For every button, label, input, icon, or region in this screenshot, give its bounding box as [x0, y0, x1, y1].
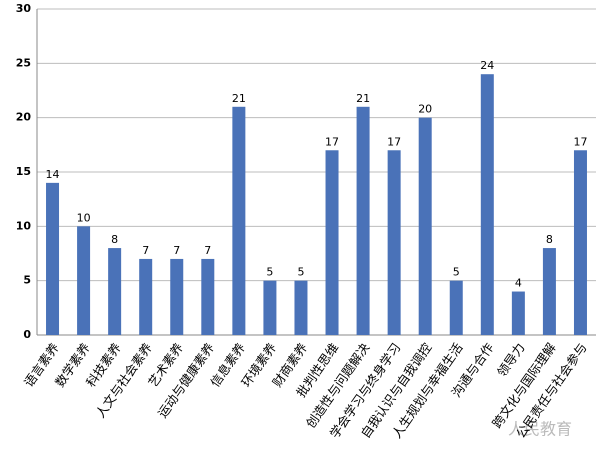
- y-tick-label: 15: [16, 165, 31, 178]
- bar: [294, 280, 308, 335]
- value-label: 21: [232, 92, 246, 105]
- bar: [46, 182, 60, 335]
- y-tick-label: 25: [16, 56, 31, 69]
- value-label: 10: [77, 211, 91, 224]
- value-label: 5: [297, 266, 304, 279]
- bar: [573, 150, 587, 335]
- bar: [108, 248, 122, 335]
- watermark: 人民教育: [508, 420, 572, 439]
- value-label: 8: [546, 233, 553, 246]
- y-tick-label: 30: [16, 2, 32, 15]
- y-tick-label: 0: [23, 328, 31, 341]
- value-label: 20: [418, 103, 432, 116]
- bar: [170, 258, 184, 335]
- bar: [77, 226, 91, 335]
- bar: [418, 117, 432, 336]
- bar: [356, 106, 370, 335]
- bar: [232, 106, 246, 335]
- y-tick-label: 5: [23, 274, 31, 287]
- value-label: 14: [46, 168, 60, 181]
- value-label: 8: [111, 233, 118, 246]
- y-tick-label: 20: [16, 111, 32, 124]
- bar: [449, 280, 463, 335]
- value-label: 7: [142, 244, 149, 257]
- bar: [511, 291, 525, 335]
- value-label: 7: [204, 244, 211, 257]
- bar: [201, 258, 215, 335]
- bar: [542, 248, 556, 335]
- value-label: 4: [515, 277, 522, 290]
- value-label: 17: [387, 135, 401, 148]
- value-label: 17: [573, 135, 587, 148]
- bar: [480, 74, 494, 335]
- value-label: 17: [325, 135, 339, 148]
- value-label: 7: [173, 244, 180, 257]
- value-label: 5: [453, 266, 460, 279]
- bar: [325, 150, 339, 335]
- value-label: 21: [356, 92, 370, 105]
- bar: [263, 280, 277, 335]
- bar: [387, 150, 401, 335]
- value-label: 24: [480, 59, 494, 72]
- value-label: 5: [266, 266, 273, 279]
- y-tick-label: 10: [16, 219, 32, 232]
- bar: [139, 258, 153, 335]
